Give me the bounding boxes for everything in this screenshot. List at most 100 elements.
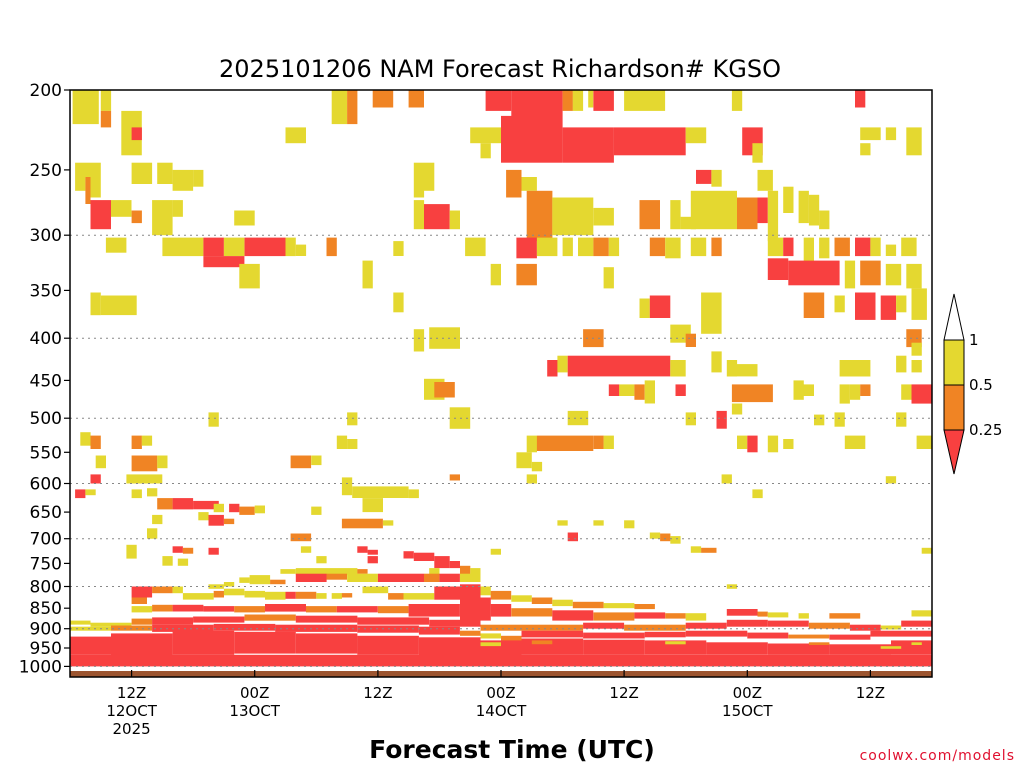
ri-cell <box>72 90 99 125</box>
ri-cell <box>465 237 486 257</box>
ri-cell <box>239 263 260 289</box>
x-tick-label: 12Z <box>856 684 885 702</box>
x-tick-label: 12Z <box>117 684 146 702</box>
x-tick-label: 00Z <box>733 684 762 702</box>
ri-cell <box>449 561 460 569</box>
ri-cell <box>911 342 922 356</box>
ri-cell <box>449 407 471 429</box>
ri-cell <box>916 435 932 449</box>
y-tick-label: 650 <box>30 503 62 523</box>
ri-cell <box>111 625 152 631</box>
ri-cell <box>341 477 353 496</box>
ri-cell <box>885 244 897 256</box>
ri-cell <box>849 624 881 631</box>
ri-cell <box>511 595 532 602</box>
ri-cell <box>75 162 101 177</box>
ri-cell <box>393 292 404 313</box>
ri-cell <box>819 237 830 259</box>
ri-cell <box>470 127 501 144</box>
ri-cell <box>798 190 809 224</box>
ri-cell <box>767 237 784 257</box>
ri-cell <box>234 210 255 226</box>
ri-cell <box>685 613 707 621</box>
ri-cell <box>434 586 460 600</box>
ri-cell <box>285 237 296 257</box>
ri-cell <box>624 520 635 529</box>
ri-cell <box>829 613 861 619</box>
ri-cell <box>562 90 573 111</box>
ri-cell <box>285 591 296 599</box>
ri-cell <box>526 190 553 242</box>
ri-cell <box>603 435 614 449</box>
ri-cell <box>147 488 158 497</box>
ri-cell <box>572 601 604 609</box>
ri-cell <box>808 642 830 645</box>
ri-cell <box>480 624 522 631</box>
ri-cell <box>162 237 204 257</box>
ri-cell <box>521 630 584 638</box>
ri-cell <box>696 169 712 184</box>
ri-cell <box>911 384 932 404</box>
ri-cell <box>665 641 686 645</box>
ri-cell <box>147 528 158 539</box>
ri-cell <box>685 630 748 637</box>
ri-cell <box>562 237 573 257</box>
ri-cell <box>567 410 589 426</box>
ri-cell <box>767 612 789 618</box>
ri-cell <box>767 258 789 280</box>
ri-cell <box>198 512 209 521</box>
ri-cell <box>100 295 137 316</box>
ri-cell <box>737 197 758 230</box>
ri-cell <box>90 435 101 449</box>
y-tick-label: 700 <box>30 530 62 550</box>
ri-cell <box>526 435 537 453</box>
ri-cell <box>203 606 235 612</box>
ri-cell <box>131 618 153 625</box>
credit-link[interactable]: coolwx.com/models <box>860 748 1015 764</box>
ri-cell <box>726 360 738 377</box>
ri-cell <box>567 355 671 377</box>
ri-cell <box>870 237 881 257</box>
ri-cell <box>239 577 250 583</box>
ri-cell <box>182 547 194 554</box>
ri-cell <box>424 573 440 582</box>
ri-cell <box>280 569 296 574</box>
ri-cell <box>896 412 907 427</box>
ri-cell <box>670 200 681 230</box>
ri-cell <box>552 610 594 621</box>
ri-cell <box>131 210 142 224</box>
ri-cell <box>172 604 204 612</box>
ri-cell <box>434 556 450 569</box>
ri-cell <box>855 292 876 320</box>
colorbar-band-mid <box>943 384 965 431</box>
ri-cell <box>767 435 779 453</box>
ri-cell <box>300 546 312 553</box>
y-tick-label: 250 <box>30 161 62 181</box>
x-tick-label: 12OCT <box>106 702 157 720</box>
ri-cell <box>901 237 917 257</box>
ri-cell <box>901 384 912 400</box>
ri-cell <box>798 613 809 619</box>
ri-cell <box>706 642 768 655</box>
ri-cell <box>111 633 173 656</box>
ri-cell <box>408 604 460 617</box>
ri-cell <box>131 597 147 604</box>
ri-cell <box>75 489 86 499</box>
ri-cell <box>608 237 620 257</box>
ri-cell <box>100 110 112 128</box>
ri-cell <box>213 590 224 598</box>
ri-cell <box>829 644 891 655</box>
ri-cell <box>131 435 142 449</box>
ri-cell <box>162 556 173 566</box>
ri-cell <box>588 90 594 108</box>
ri-cell <box>326 573 347 580</box>
ri-cell <box>152 586 173 594</box>
colorbar-label: 0.5 <box>969 376 993 394</box>
ri-cell <box>834 412 845 427</box>
ri-cell <box>131 162 153 184</box>
ri-cell <box>644 631 686 638</box>
ri-cell <box>290 455 312 469</box>
ri-cell <box>460 584 481 600</box>
ri-cell <box>208 514 224 526</box>
ri-cell <box>470 568 481 576</box>
